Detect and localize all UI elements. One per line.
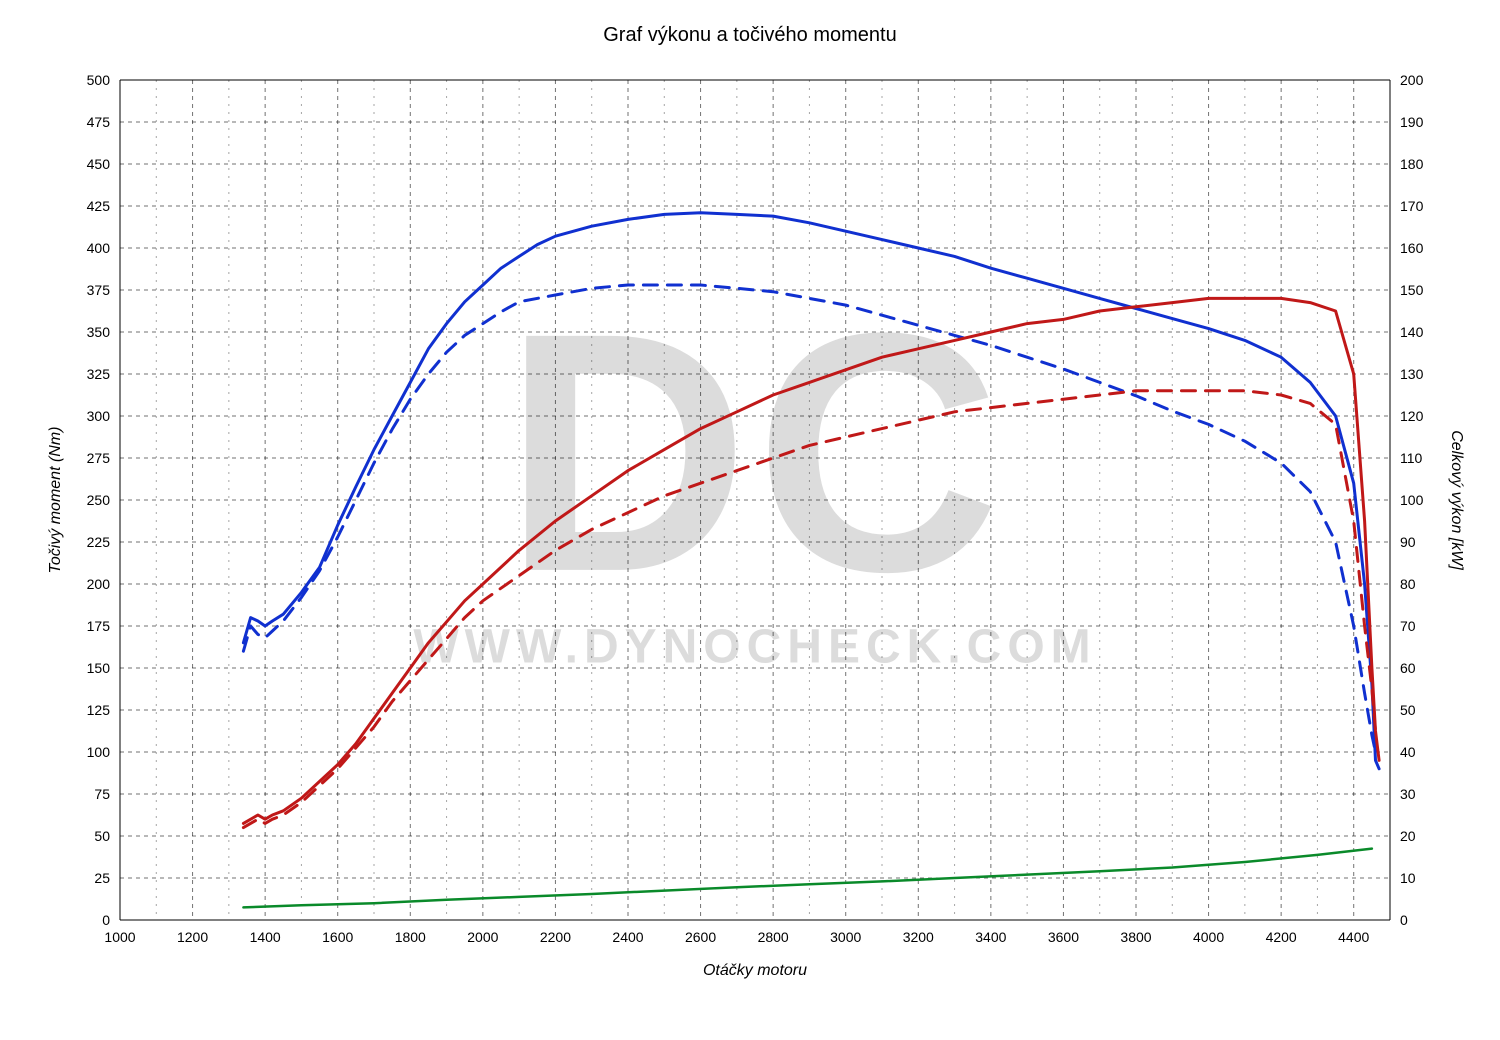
svg-text:90: 90 <box>1400 534 1416 550</box>
svg-text:120: 120 <box>1400 408 1424 424</box>
svg-text:4200: 4200 <box>1266 929 1297 945</box>
svg-text:1000: 1000 <box>104 929 135 945</box>
svg-text:4400: 4400 <box>1338 929 1369 945</box>
svg-text:200: 200 <box>87 576 111 592</box>
svg-text:170: 170 <box>1400 198 1424 214</box>
svg-text:DC: DC <box>503 263 1006 643</box>
svg-text:50: 50 <box>1400 702 1416 718</box>
svg-text:2600: 2600 <box>685 929 716 945</box>
y-right-label: Celkový výkon [kW] <box>1448 430 1465 570</box>
svg-text:10: 10 <box>1400 870 1416 886</box>
svg-text:20: 20 <box>1400 828 1416 844</box>
svg-text:140: 140 <box>1400 324 1424 340</box>
chart-title: Graf výkonu a točivého momentu <box>0 24 1500 47</box>
svg-text:4000: 4000 <box>1193 929 1224 945</box>
y-left-label: Točivý moment (Nm) <box>47 427 64 574</box>
svg-text:275: 275 <box>87 450 111 466</box>
svg-text:500: 500 <box>87 72 111 88</box>
svg-text:50: 50 <box>94 828 110 844</box>
svg-text:300: 300 <box>87 408 111 424</box>
svg-text:2800: 2800 <box>758 929 789 945</box>
svg-text:225: 225 <box>87 534 111 550</box>
svg-text:40: 40 <box>1400 744 1416 760</box>
svg-text:475: 475 <box>87 114 111 130</box>
svg-text:2200: 2200 <box>540 929 571 945</box>
svg-text:25: 25 <box>94 870 110 886</box>
dyno-chart: DCWWW.DYNOCHECK.COM100012001400160018002… <box>30 70 1470 1010</box>
svg-text:150: 150 <box>1400 282 1424 298</box>
svg-text:425: 425 <box>87 198 111 214</box>
svg-text:60: 60 <box>1400 660 1416 676</box>
svg-text:150: 150 <box>87 660 111 676</box>
svg-text:450: 450 <box>87 156 111 172</box>
svg-text:30: 30 <box>1400 786 1416 802</box>
svg-text:100: 100 <box>87 744 111 760</box>
svg-text:1200: 1200 <box>177 929 208 945</box>
svg-text:250: 250 <box>87 492 111 508</box>
svg-text:130: 130 <box>1400 366 1424 382</box>
x-axis-label: Otáčky motoru <box>703 962 807 979</box>
svg-text:75: 75 <box>94 786 110 802</box>
svg-text:190: 190 <box>1400 114 1424 130</box>
svg-text:175: 175 <box>87 618 111 634</box>
svg-text:125: 125 <box>87 702 111 718</box>
svg-text:0: 0 <box>1400 912 1408 928</box>
svg-text:3000: 3000 <box>830 929 861 945</box>
svg-text:2400: 2400 <box>612 929 643 945</box>
svg-text:325: 325 <box>87 366 111 382</box>
watermark: DCWWW.DYNOCHECK.COM <box>413 263 1096 674</box>
svg-text:3600: 3600 <box>1048 929 1079 945</box>
svg-text:3200: 3200 <box>903 929 934 945</box>
svg-text:0: 0 <box>102 912 110 928</box>
svg-text:100: 100 <box>1400 492 1424 508</box>
svg-text:2000: 2000 <box>467 929 498 945</box>
svg-text:180: 180 <box>1400 156 1424 172</box>
svg-text:110: 110 <box>1400 450 1423 466</box>
svg-text:350: 350 <box>87 324 111 340</box>
svg-text:WWW.DYNOCHECK.COM: WWW.DYNOCHECK.COM <box>413 621 1096 674</box>
svg-text:1800: 1800 <box>395 929 426 945</box>
svg-text:3800: 3800 <box>1120 929 1151 945</box>
svg-text:3400: 3400 <box>975 929 1006 945</box>
svg-text:80: 80 <box>1400 576 1416 592</box>
svg-text:1600: 1600 <box>322 929 353 945</box>
svg-text:160: 160 <box>1400 240 1424 256</box>
svg-text:1400: 1400 <box>250 929 281 945</box>
svg-text:375: 375 <box>87 282 111 298</box>
svg-text:400: 400 <box>87 240 111 256</box>
svg-text:70: 70 <box>1400 618 1416 634</box>
svg-text:200: 200 <box>1400 72 1424 88</box>
